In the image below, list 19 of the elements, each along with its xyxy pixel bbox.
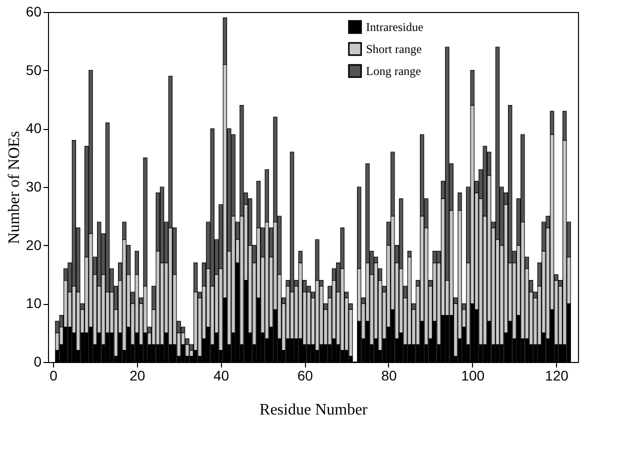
y-tick-label: 20 (26, 236, 42, 253)
x-tick-label: 40 (213, 368, 230, 384)
x-tick-label: 0 (50, 368, 58, 384)
x-tick-label: 20 (130, 368, 146, 384)
x-tick-label: 80 (381, 368, 397, 384)
y-tick-label: 50 (26, 62, 42, 78)
y-axis-title: Number of NOEs (6, 131, 23, 244)
y-tick-label: 0 (34, 354, 42, 370)
y-tick-label: 10 (26, 295, 42, 312)
x-tick-label: 120 (545, 368, 569, 384)
x-tick-label: 60 (297, 368, 314, 384)
legend-label: Short range (366, 42, 422, 56)
x-axis-title: Residue Number (260, 402, 368, 418)
legend-label: Long range (366, 64, 421, 78)
y-tick-label: 30 (26, 178, 42, 194)
legend-label: Intraresidue (366, 20, 424, 34)
x-tick-label: 100 (461, 368, 485, 384)
y-tick-label: 60 (26, 4, 42, 20)
y-tick-label: 40 (26, 120, 42, 136)
